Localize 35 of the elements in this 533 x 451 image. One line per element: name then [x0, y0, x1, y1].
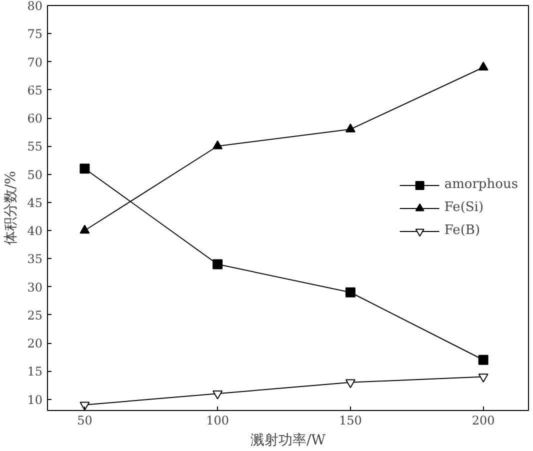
y-tick-label: 40 [27, 224, 43, 238]
y-tick-label: 70 [27, 55, 43, 70]
point [345, 124, 356, 132]
point [80, 224, 90, 234]
x-tick-label: 100 [206, 414, 230, 428]
y-tick-label: 65 [27, 83, 43, 98]
point [345, 287, 356, 298]
point [478, 62, 488, 70]
y-tick-label: 15 [27, 364, 43, 379]
x-tick-label: 50 [77, 414, 92, 428]
y-tick-label: 10 [27, 392, 43, 407]
y-tick-label: 25 [27, 308, 43, 322]
y-axis-title: 体积分数/% [3, 170, 20, 246]
point [212, 390, 223, 400]
point [478, 354, 488, 365]
point [212, 140, 223, 150]
point [345, 379, 356, 388]
point [80, 164, 90, 174]
x-tick-label: 200 [472, 414, 495, 428]
point [478, 374, 488, 382]
legend-label: Fe(B) [444, 223, 480, 238]
y-tick-label: 55 [27, 140, 43, 154]
y-tick-label: 30 [27, 280, 43, 294]
x-tick-label: 150 [339, 414, 362, 428]
y-tick-label: 50 [27, 168, 43, 182]
y-tick-label: 60 [27, 112, 43, 126]
y-tick-label: 20 [27, 336, 43, 350]
y-tick-label: 45 [27, 196, 43, 210]
y-tick-label: 80 [27, 0, 43, 13]
legend-label: Fe(Si) [444, 200, 484, 215]
point [212, 259, 223, 270]
y-tick-label: 35 [27, 252, 43, 266]
x-axis-title: 溅射功率/W [250, 432, 326, 448]
y-tick-label: 75 [27, 27, 43, 42]
legend-label: amorphous [444, 177, 518, 192]
